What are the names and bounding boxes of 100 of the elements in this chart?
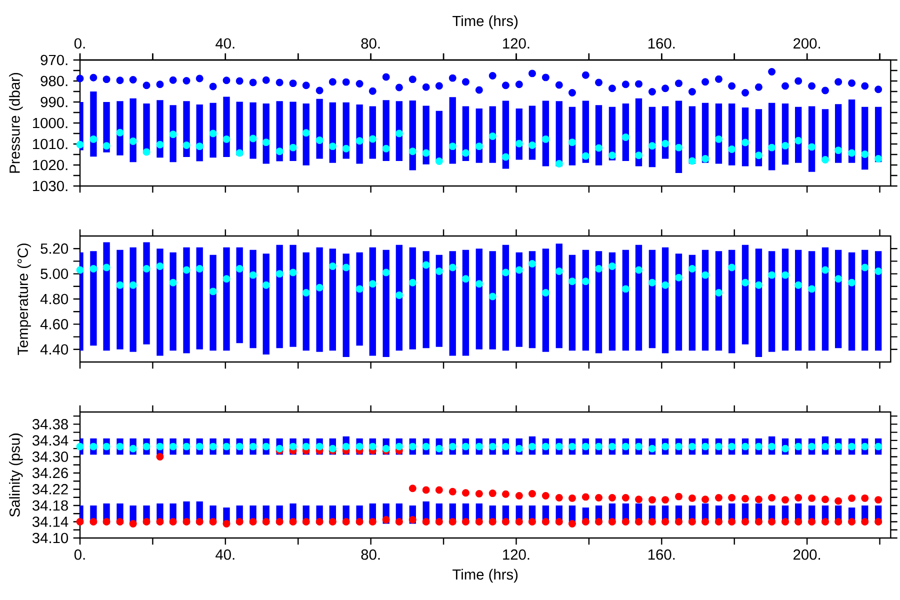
bar bbox=[342, 254, 350, 357]
point bbox=[528, 490, 536, 498]
point bbox=[448, 488, 456, 496]
bar bbox=[608, 252, 616, 351]
bar bbox=[755, 248, 762, 357]
point bbox=[156, 452, 164, 460]
bar bbox=[130, 98, 136, 162]
x-tick-label: 80. bbox=[361, 549, 380, 560]
point bbox=[808, 494, 816, 502]
x2-tick-label: 120. bbox=[503, 38, 530, 49]
bar bbox=[675, 100, 682, 173]
y-tick-label: 4.40 bbox=[40, 344, 68, 355]
bar bbox=[170, 252, 176, 351]
x2-tick-label: 80. bbox=[361, 38, 380, 49]
y-tick-label: 5.20 bbox=[40, 243, 68, 254]
x2-tick-label: 40. bbox=[216, 38, 234, 49]
y-axis-title: Temperature (°C) bbox=[17, 244, 31, 355]
bar bbox=[795, 250, 802, 351]
point bbox=[462, 489, 470, 497]
bar bbox=[250, 250, 256, 348]
bar bbox=[196, 247, 203, 350]
bar bbox=[476, 248, 482, 350]
y-tick-label: 980. bbox=[40, 76, 68, 86]
bar bbox=[156, 248, 164, 356]
bar bbox=[516, 252, 522, 347]
point bbox=[422, 486, 430, 494]
point bbox=[542, 492, 550, 500]
y-tick-label: 34.10 bbox=[32, 532, 68, 544]
point bbox=[435, 486, 443, 494]
bar bbox=[648, 250, 656, 348]
bar bbox=[808, 251, 816, 351]
bar bbox=[742, 244, 749, 344]
bar bbox=[382, 250, 390, 357]
bar bbox=[688, 254, 696, 351]
y-tick-label: 4.80 bbox=[40, 294, 68, 304]
point bbox=[582, 493, 590, 501]
point bbox=[794, 494, 802, 502]
bar bbox=[702, 250, 709, 351]
y-tick-label: 34.34 bbox=[32, 435, 68, 446]
x-tick-label: 160. bbox=[648, 549, 675, 560]
point bbox=[635, 496, 642, 504]
point bbox=[714, 494, 722, 502]
bar bbox=[489, 251, 496, 350]
point bbox=[688, 494, 696, 502]
bar bbox=[396, 244, 403, 351]
y-tick-label: 1020. bbox=[33, 160, 68, 170]
bar bbox=[369, 247, 376, 356]
y-tick-label: 34.26 bbox=[32, 468, 68, 478]
bar bbox=[183, 247, 190, 354]
bar bbox=[662, 247, 669, 354]
point bbox=[475, 490, 483, 498]
x2-tick-label: 0. bbox=[74, 38, 85, 49]
bar bbox=[262, 254, 270, 354]
bar bbox=[329, 248, 336, 351]
bar bbox=[556, 244, 562, 348]
y-tick-label: 4.60 bbox=[40, 319, 68, 330]
bar bbox=[542, 248, 550, 352]
x2-tick-label: 160. bbox=[648, 38, 675, 49]
y-tick-label: 5.00 bbox=[40, 268, 68, 279]
y-tick-label: 34.22 bbox=[32, 484, 68, 494]
bar bbox=[316, 247, 323, 352]
bar bbox=[130, 247, 136, 352]
y-tick-label: 990. bbox=[40, 96, 68, 108]
bar bbox=[528, 251, 536, 348]
bar bbox=[715, 251, 722, 351]
bar bbox=[568, 254, 576, 351]
y-axis-title: Pressure (dbar) bbox=[9, 73, 23, 173]
bar bbox=[782, 248, 789, 351]
point bbox=[861, 494, 869, 502]
point bbox=[662, 496, 670, 504]
bar bbox=[502, 244, 510, 351]
bar bbox=[90, 251, 97, 346]
y-tick-label: 970. bbox=[40, 54, 68, 66]
bar bbox=[822, 247, 829, 351]
y-tick-label: 1010. bbox=[33, 138, 68, 150]
point bbox=[515, 492, 523, 500]
bar bbox=[622, 250, 629, 351]
x-axis-title: Time (hrs) bbox=[452, 568, 518, 583]
bar bbox=[635, 244, 642, 351]
bar bbox=[236, 247, 243, 344]
bar bbox=[595, 251, 602, 354]
point bbox=[675, 492, 682, 500]
x2-tick-label: 200. bbox=[794, 38, 820, 49]
point bbox=[488, 490, 496, 498]
y-axis-title: Salinity (psu) bbox=[9, 434, 23, 517]
bar bbox=[675, 254, 682, 351]
point bbox=[648, 496, 656, 504]
point bbox=[502, 490, 510, 498]
bar bbox=[422, 251, 430, 348]
bar bbox=[728, 250, 736, 354]
bar bbox=[356, 252, 363, 346]
point bbox=[622, 494, 630, 502]
y-tick-label: 34.14 bbox=[32, 516, 68, 527]
x2-axis-title: Time (hrs) bbox=[452, 15, 518, 30]
bar bbox=[116, 250, 124, 350]
point bbox=[822, 496, 829, 504]
bar bbox=[143, 242, 150, 344]
point bbox=[608, 494, 616, 502]
point bbox=[742, 494, 749, 502]
point bbox=[728, 494, 736, 502]
